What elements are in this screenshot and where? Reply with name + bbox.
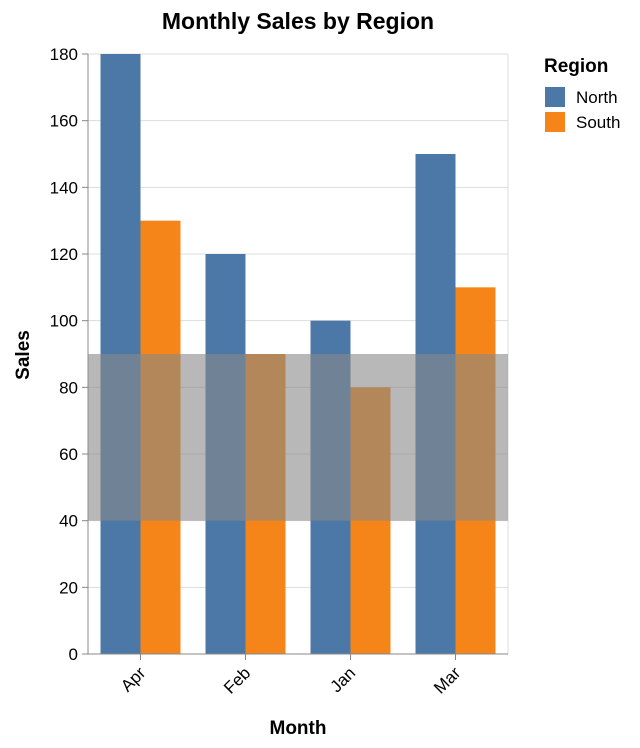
legend-label-south: South (576, 113, 620, 132)
y-tick-label-100: 100 (50, 312, 78, 331)
legend-title: Region (544, 56, 608, 77)
y-tick-label-60: 60 (59, 445, 78, 464)
x-axis-ticks: Apr Feb Jan Mar (117, 654, 465, 698)
legend-swatch-north (545, 87, 565, 107)
highlight-band (88, 354, 508, 521)
y-tick-label-140: 140 (50, 178, 78, 197)
axes (87, 54, 508, 655)
chart-title: Monthly Sales by Region (162, 8, 434, 34)
y-tick-label-120: 120 (50, 245, 78, 264)
y-tick-label-0: 0 (69, 645, 78, 664)
y-tick-label-180: 180 (50, 45, 78, 64)
y-tick-label-40: 40 (59, 512, 78, 531)
y-axis-ticks: 0 20 40 60 80 100 120 140 160 180 (50, 45, 88, 664)
y-axis-title: Sales (13, 330, 34, 380)
x-axis-title: Month (270, 718, 327, 739)
legend-label-north: North (576, 88, 618, 107)
x-tick-label-jan: Jan (327, 663, 360, 696)
y-tick-label-20: 20 (59, 578, 78, 597)
legend: Region North South (544, 56, 620, 132)
y-tick-label-160: 160 (50, 112, 78, 131)
legend-items: North South (545, 87, 620, 132)
plot-area: 0 20 40 60 80 100 120 140 160 180 Apr Feb Jan Mar (50, 45, 509, 698)
legend-swatch-south (545, 112, 565, 132)
highlight-band-layer (88, 354, 508, 521)
x-tick-label-mar: Mar (430, 663, 464, 697)
x-tick-label-feb: Feb (220, 663, 254, 697)
x-tick-label-apr: Apr (117, 663, 149, 695)
y-tick-label-80: 80 (59, 378, 78, 397)
